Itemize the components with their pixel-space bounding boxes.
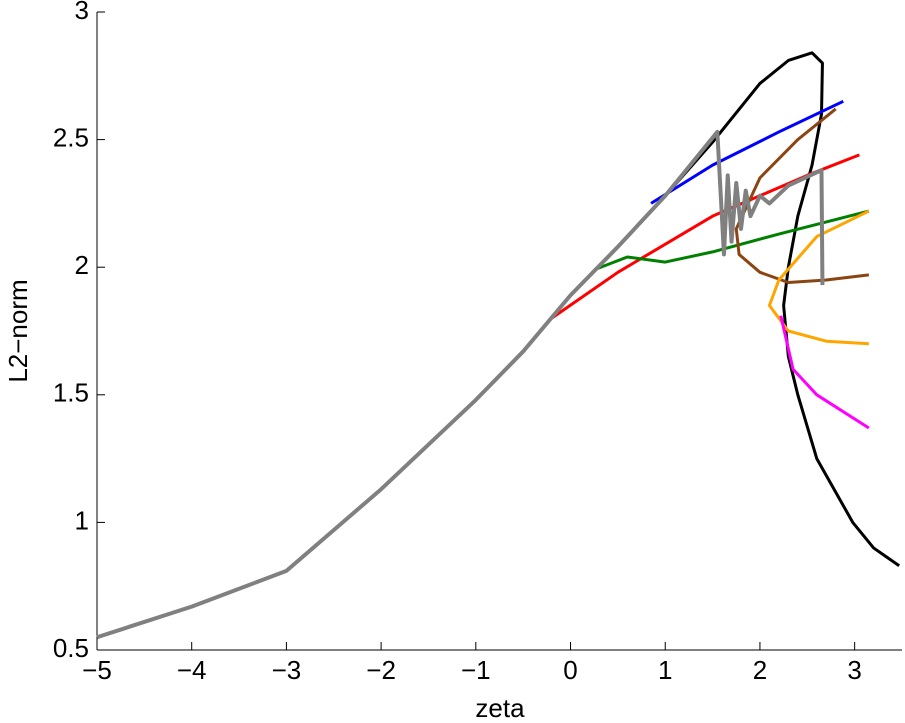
- y-tick-label: 3: [75, 0, 89, 25]
- x-tick-label: 0: [563, 655, 577, 685]
- line-series: [779, 315, 870, 430]
- line-series: [550, 153, 860, 320]
- x-tick-label: 1: [658, 655, 672, 685]
- x-tick-label: −3: [272, 655, 302, 685]
- x-tick-label: −2: [366, 655, 396, 685]
- x-tick-label: −4: [177, 655, 207, 685]
- line-series: [96, 51, 901, 639]
- y-axis-label: L2−norm: [3, 279, 33, 382]
- line-series: [650, 99, 844, 205]
- y-tick-label: 0.5: [53, 633, 89, 663]
- y-tick-label: 2.5: [53, 122, 89, 152]
- x-tick-label: 2: [753, 655, 767, 685]
- y-tick-label: 1.5: [53, 378, 89, 408]
- line-series: [593, 209, 870, 272]
- line-series: [734, 107, 870, 285]
- y-tick-label: 2: [75, 250, 89, 280]
- x-tick-label: −5: [82, 655, 112, 685]
- x-tick-label: 3: [847, 655, 861, 685]
- line-series: [96, 129, 825, 640]
- y-tick-label: 1: [75, 505, 89, 535]
- x-tick-label: −1: [461, 655, 491, 685]
- x-axis-label: zeta: [475, 693, 525, 723]
- line-series: [767, 209, 870, 346]
